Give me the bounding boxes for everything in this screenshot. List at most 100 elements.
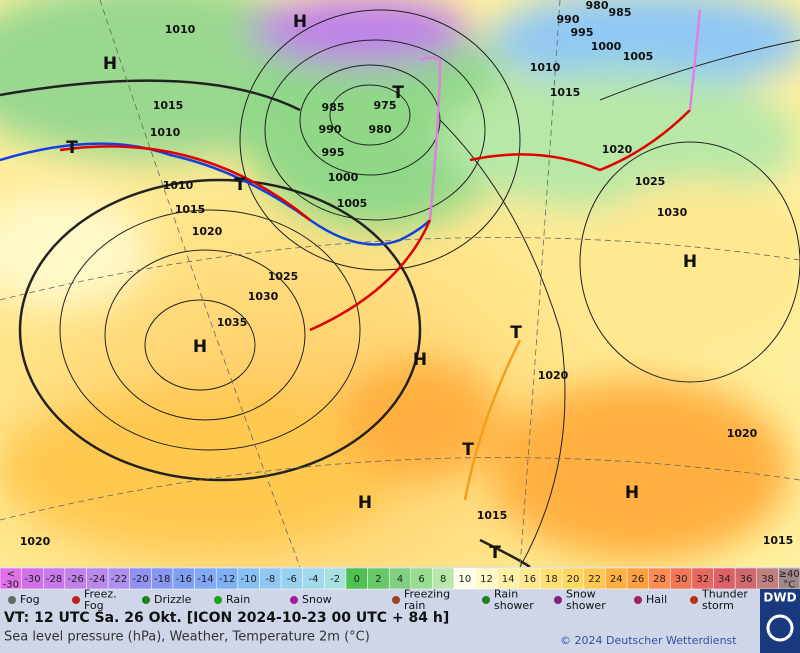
colorbar-label: -8 [265,574,275,585]
fronts [0,9,702,501]
isobar-label: 1020 [20,535,51,548]
colorbar-label: 26 [631,574,644,585]
colorbar-label: -26 [68,574,84,585]
legend-symbol [634,596,642,604]
legend-label: Rain shower [494,588,534,613]
isobar-label: 1030 [248,290,279,303]
legend-symbol [690,596,698,604]
colorbar-label: -30 [24,574,40,585]
isobar-label: 1020 [538,369,569,382]
isobar-label: 990 [319,123,342,136]
valid-time: VT: 12 UTC Sa. 26 Okt. [ICON 2024-10-23 … [4,610,449,626]
colorbar-label: -6 [287,574,297,585]
pressure-center: H [293,12,307,32]
isobar-label: 1015 [477,509,508,522]
isobar-label: 1020 [192,225,223,238]
isobar-label: 1020 [727,427,758,440]
pressure-center: T [489,543,501,563]
pressure-center: H [683,252,697,272]
colorbar-label: -28 [46,574,62,585]
pressure-center: H [625,483,639,503]
isobar-label: 980 [369,123,392,136]
isobar-label: 1015 [175,203,206,216]
legend-symbol [72,596,80,604]
legend-symbol [214,596,222,604]
legend-label: Thunder storm [701,588,748,613]
colorbar-label: 6 [418,574,424,585]
legend-label: Freez. Fog [84,588,117,613]
isobar-label: 1015 [153,99,184,112]
isobar-label: 995 [322,146,345,159]
isobar-label: 980 [586,0,609,12]
colorbar-label: 10 [458,574,471,585]
colorbar-label: -18 [154,574,170,585]
isobar-label: 1010 [530,61,561,74]
legend-label: Hail [646,593,667,606]
colorbar-label: 34 [718,574,731,585]
legend-label: Freezing rain [404,588,450,613]
isobar-label: 1025 [635,175,666,188]
colorbar-label: 22 [588,574,601,585]
colorbar-label: -12 [219,574,235,585]
legend-symbol [142,596,150,604]
pressure-center: T [234,175,246,195]
copyright: © 2024 Deutscher Wetterdienst [560,634,737,647]
isobar-label: 1010 [165,23,196,36]
legend-symbol [554,596,562,604]
colorbar-label: -4 [309,574,319,585]
isobars [0,9,800,569]
pressure-center: T [510,323,522,343]
pressure-center: H [103,54,117,74]
colorbar-label: 30 [675,574,688,585]
legend-symbol [8,596,16,604]
colorbar-label: -14 [197,574,213,585]
colorbar-label: 20 [567,574,580,585]
colorbar-label: ≥40 °C [779,569,800,591]
legend-label: Fog [20,593,40,606]
isobar-label: 990 [557,13,580,26]
colorbar-label: 18 [545,574,558,585]
logo-box [760,589,800,653]
colorbar-label: 4 [397,574,403,585]
colorbar-label: -20 [132,574,148,585]
logo-swirl [766,614,794,642]
isobar-label: 1035 [217,316,248,329]
isobar-label: 1015 [763,534,794,547]
isobar-label: 1015 [550,86,581,99]
colorbar-label: -22 [111,574,127,585]
colorbar-label: 12 [480,574,493,585]
isobar-label: 1030 [657,206,688,219]
colorbar-label: -2 [330,574,340,585]
colorbar-label: 8 [440,574,446,585]
isobar-label: 1000 [328,171,359,184]
colorbar-label: 2 [375,574,381,585]
isobar-label: 985 [609,6,632,19]
isobar-label: 1005 [337,197,368,210]
isobar-label: 1025 [268,270,299,283]
colorbar-label: 32 [696,574,709,585]
isobar-label: 1010 [150,126,181,139]
pressure-center: T [392,83,404,103]
isobar-label: 1005 [623,50,654,63]
isobar-label: 1000 [591,40,622,53]
pressure-center: T [66,138,78,158]
colorbar-label: 38 [761,574,774,585]
colorbar-label: 36 [740,574,753,585]
logo-text: DWD [763,591,796,605]
colorbar-label: 28 [653,574,666,585]
colorbar-label: < -30 [3,569,19,591]
legend-symbol [392,596,400,604]
map-subtitle: Sea level pressure (hPa), Weather, Tempe… [4,630,370,645]
colorbar-label: -16 [176,574,192,585]
isobar-label: 1020 [602,143,633,156]
isobar-label: 975 [374,99,397,112]
colorbar-label: -10 [240,574,256,585]
isobar-label: 1010 [163,179,194,192]
colorbar-label: 0 [354,574,360,585]
isobar-label: 995 [571,26,594,39]
isobar-label: 985 [322,101,345,114]
legend-label: Snow [302,593,332,606]
